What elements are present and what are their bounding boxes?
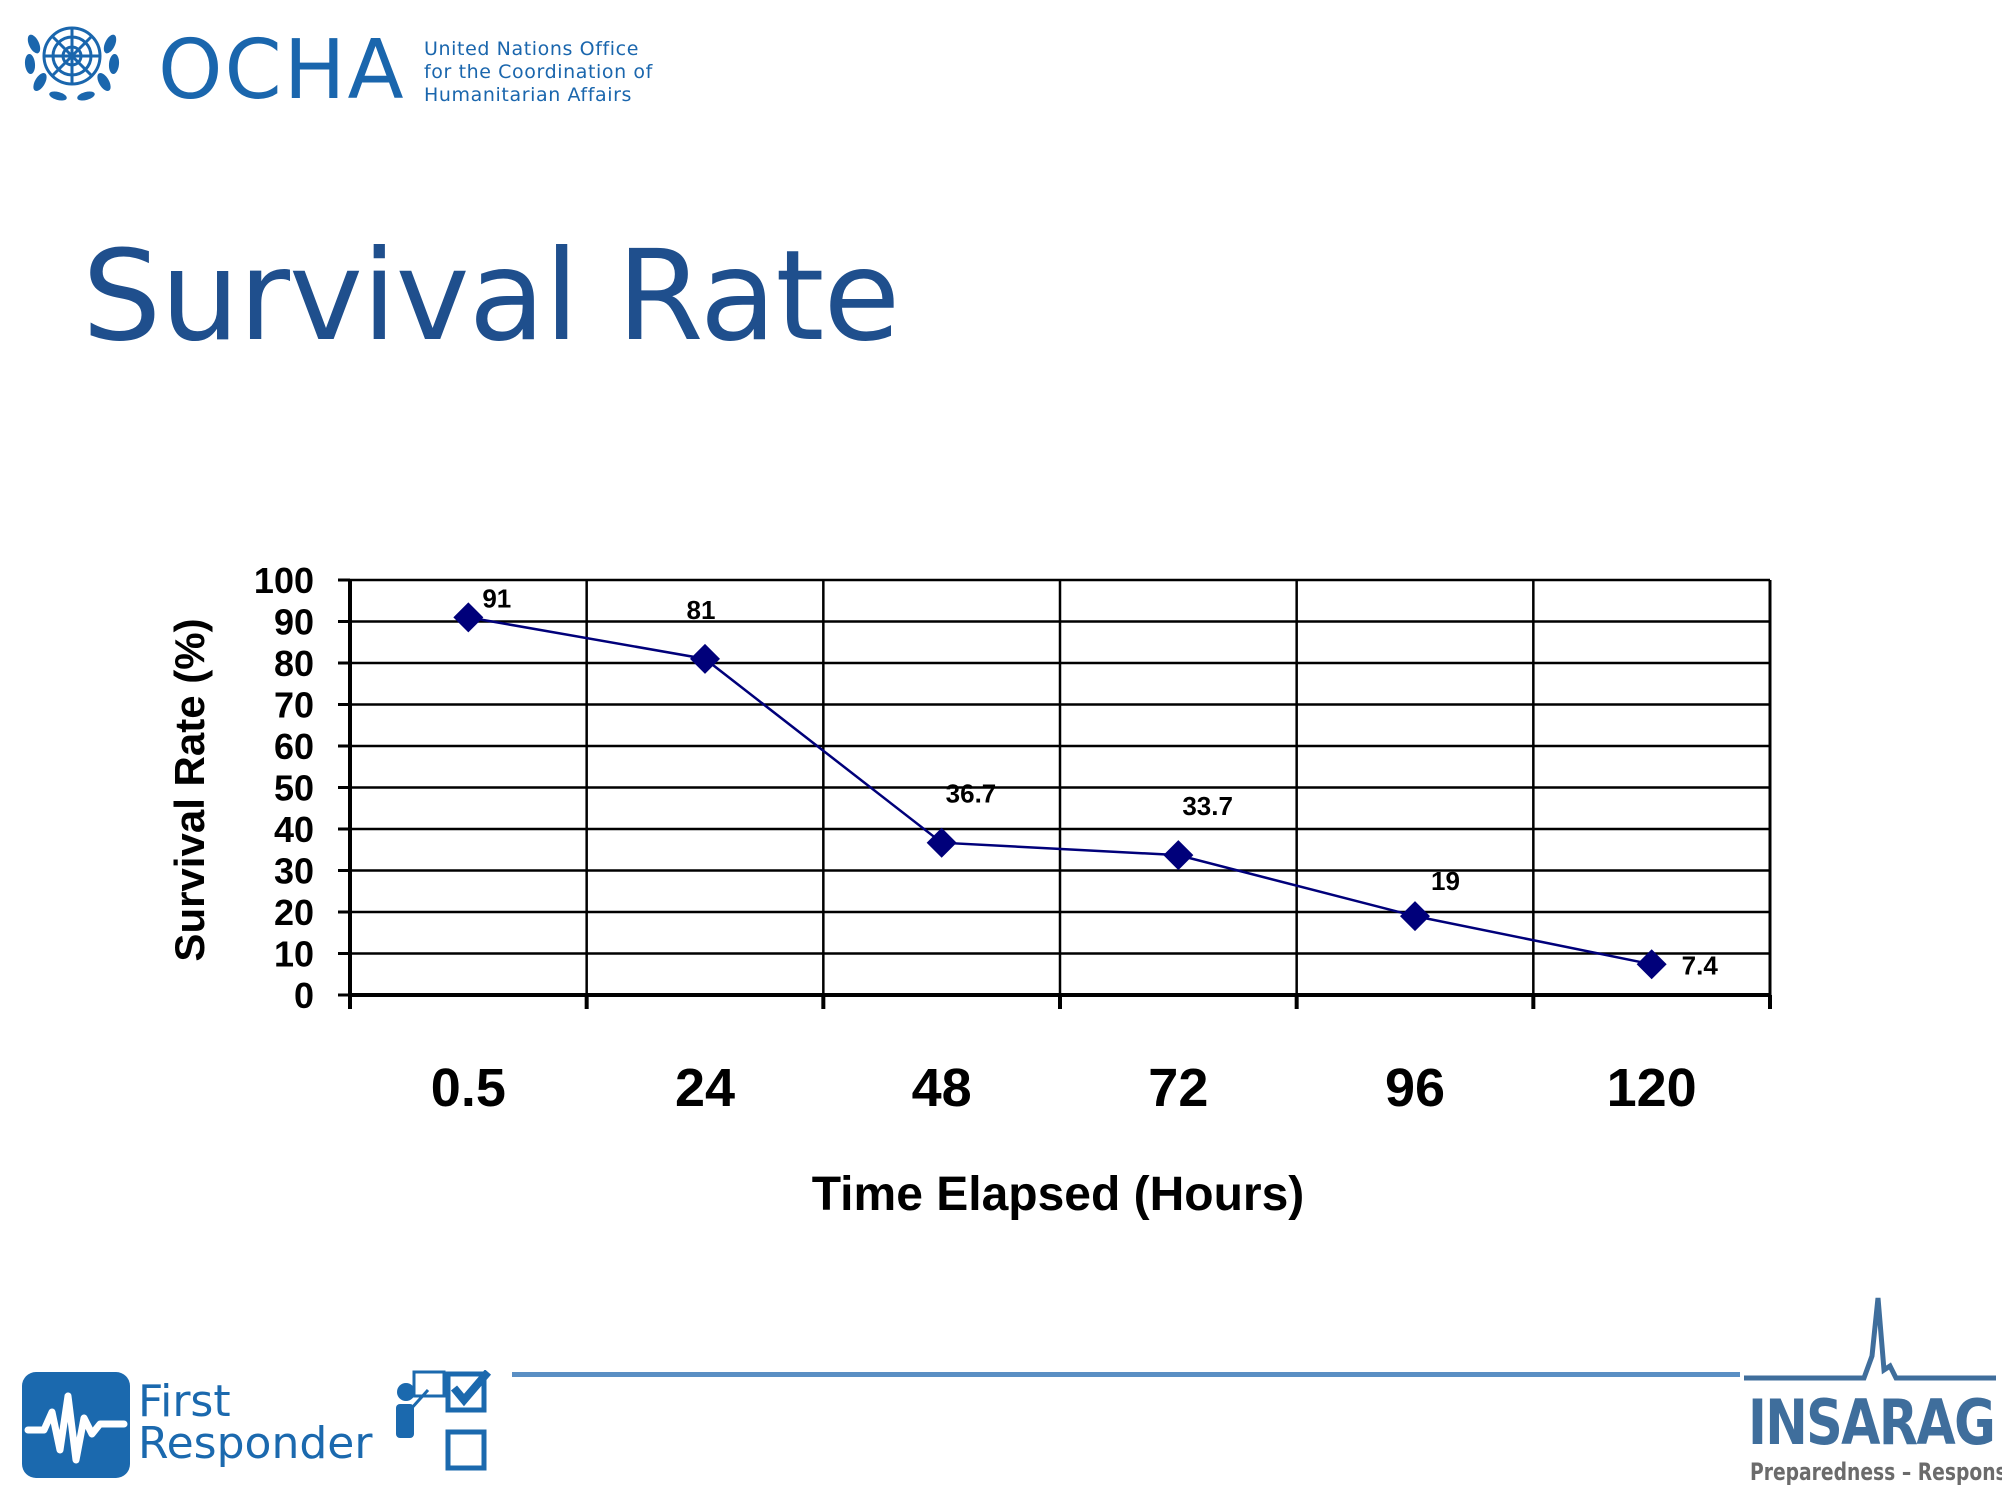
ocha-full-name: United Nations Office for the Coordinati…	[424, 38, 653, 107]
data-point-marker	[1163, 840, 1194, 871]
ocha-logo: OCHA United Nations Office for the Coord…	[20, 14, 652, 112]
slide-title: Survival Rate	[82, 224, 900, 369]
data-point-marker	[1636, 949, 1667, 980]
ocha-full-name-line-2: for the Coordination of	[424, 61, 653, 83]
y-tick-label: 70	[274, 685, 314, 726]
insarag-logo: INSARAG Preparedness – Response	[1744, 1296, 2002, 1486]
x-tick-labels: 0.5 24 48 72 96 120	[431, 1058, 1697, 1118]
x-tick-label: 96	[1385, 1058, 1445, 1118]
first-responder-line-1: First	[138, 1376, 231, 1427]
y-tick-label: 90	[274, 602, 314, 643]
data-label: 36.7	[946, 779, 997, 809]
insarag-tagline: Preparedness – Response	[1750, 1458, 2002, 1486]
y-axis-title: Survival Rate (%)	[166, 618, 213, 961]
y-tick-label: 80	[274, 643, 314, 684]
y-tick-label: 60	[274, 726, 314, 767]
x-axis-title: Time Elapsed (Hours)	[812, 1168, 1305, 1221]
x-tick-label: 48	[912, 1058, 972, 1118]
y-tick-label: 20	[274, 892, 314, 933]
insarag-name: INSARAG	[1748, 1386, 1996, 1459]
heartbeat-icon	[22, 1372, 130, 1478]
chart-axes	[338, 578, 1772, 1009]
data-label: 7.4	[1682, 950, 1719, 980]
chart-grid	[350, 578, 1772, 995]
y-tick-label: 40	[274, 809, 314, 850]
data-label: 81	[687, 595, 716, 625]
y-tick-label: 100	[254, 560, 314, 601]
ocha-acronym: OCHA	[158, 23, 406, 118]
first-responder-line-2: Responder	[138, 1418, 373, 1469]
first-responder-logo: First Responder	[22, 1370, 502, 1480]
data-point-marker	[453, 602, 484, 633]
y-tick-label: 50	[274, 768, 314, 809]
ocha-full-name-line-3: Humanitarian Affairs	[424, 84, 633, 106]
data-point-marker	[926, 827, 957, 858]
series-line	[468, 616, 1652, 966]
x-tick-label: 24	[675, 1058, 735, 1118]
data-labels: 91 81 36.7 33.7 19 7.4	[482, 583, 1718, 980]
footer-divider	[512, 1372, 1740, 1377]
heartbeat-spike-icon	[1744, 1297, 1996, 1381]
checklist-presenter-icon	[396, 1370, 492, 1471]
data-point-marker	[690, 643, 720, 674]
y-tick-label: 0	[294, 975, 314, 1016]
y-tick-label: 30	[274, 851, 314, 892]
x-tick-label: 0.5	[431, 1058, 506, 1118]
ocha-full-name-line-1: United Nations Office	[424, 38, 640, 60]
data-label: 19	[1431, 866, 1460, 896]
data-point-marker	[1400, 901, 1430, 932]
un-emblem-icon	[24, 26, 120, 101]
data-label: 33.7	[1182, 791, 1233, 821]
chart-series	[453, 602, 1667, 980]
y-tick-label: 10	[274, 934, 314, 975]
data-label: 91	[482, 583, 511, 613]
x-tick-label: 120	[1607, 1058, 1697, 1118]
x-tick-label: 72	[1148, 1058, 1208, 1118]
